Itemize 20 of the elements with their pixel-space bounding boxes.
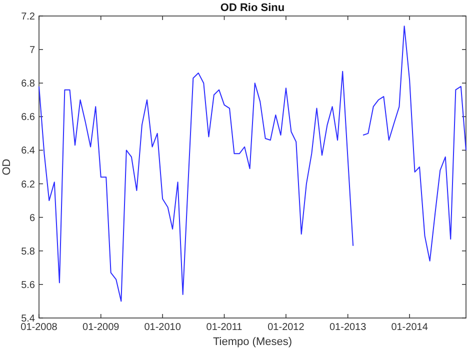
y-tick-label: 5.4 [21, 314, 36, 324]
y-axis-title: OD [1, 158, 13, 176]
y-tick-label: 6 [29, 212, 36, 224]
x-tick-label: 01-2011 [206, 322, 243, 333]
y-tick-label: 6.4 [21, 146, 36, 157]
y-tick-label: 6.8 [21, 78, 36, 90]
y-tick-label: 6.2 [21, 179, 36, 190]
chart-title: OD Rio Sinu [220, 2, 285, 14]
y-tick-label: 5.6 [21, 280, 36, 291]
x-tick-label: 01-2014 [391, 322, 428, 333]
y-tick-label: 5.8 [21, 246, 36, 258]
y-tick-label: 7.2 [21, 12, 36, 22]
x-tick-label: 01-2013 [329, 322, 367, 333]
x-tick-label: 01-2012 [268, 322, 305, 333]
x-tick-label: 01-2009 [82, 322, 120, 333]
y-tick-label: 7 [29, 45, 36, 56]
x-axis-title: Tiempo (Meses) [212, 336, 292, 348]
y-tick-label: 6.6 [21, 112, 36, 124]
x-tick-label: 01-2010 [144, 322, 182, 333]
x-tick-label: 01-2008 [20, 322, 58, 333]
